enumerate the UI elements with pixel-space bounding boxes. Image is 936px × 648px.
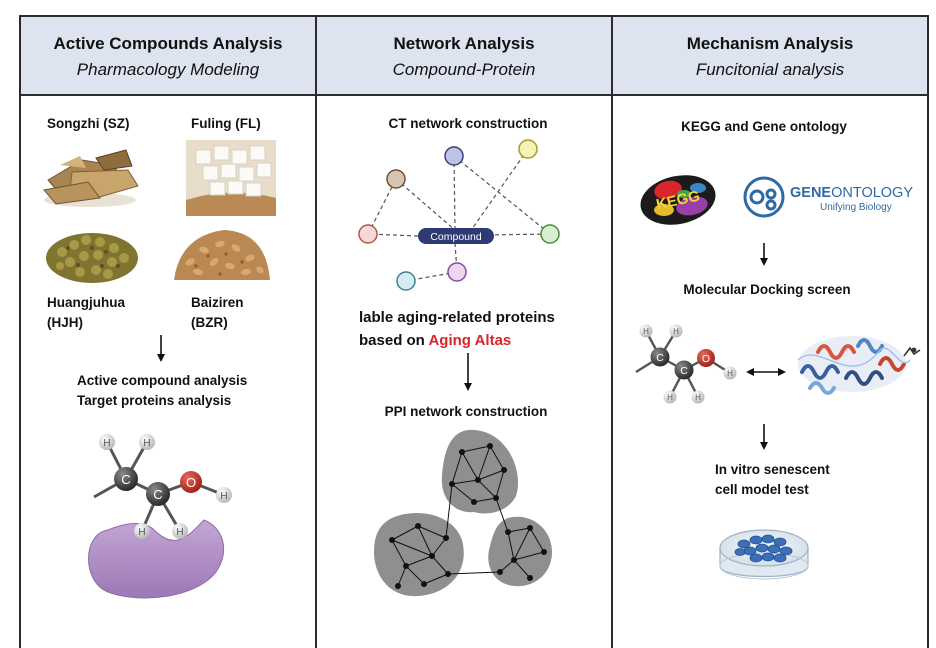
- compound-pill: [418, 228, 494, 244]
- atom-h-6: H: [643, 327, 649, 336]
- atom-h-1: H: [103, 438, 110, 449]
- protein-node-yellow: [518, 139, 538, 159]
- go-logo-text-rest: ONTOLOGY: [831, 185, 913, 201]
- atom-o-1: O: [186, 475, 196, 490]
- protein-node-cyan: [396, 271, 416, 291]
- atom-c-4: C: [680, 365, 688, 377]
- protein-node-pink: [358, 224, 378, 244]
- atom-h-3: H: [138, 527, 145, 538]
- protein-node-brown: [386, 169, 406, 189]
- atom-h-2: H: [143, 438, 150, 449]
- header-band-3: [612, 16, 928, 95]
- atom-c-1: C: [121, 472, 130, 487]
- atom-h-4: H: [176, 527, 183, 538]
- double-arrow-icon: [746, 368, 786, 376]
- protein-node-green: [540, 224, 560, 244]
- atom-h-8: H: [667, 393, 673, 402]
- arrow-down-icon: [760, 424, 768, 450]
- invitro-line-2: cell model test: [715, 482, 809, 497]
- protein-structure: [797, 336, 921, 395]
- kegg-go-title: KEGG and Gene ontology: [681, 119, 847, 134]
- invitro-line-1: In vitro senescent: [715, 462, 830, 477]
- docking-title: Molecular Docking screen: [683, 282, 850, 297]
- ethanol-molecule-right: H H H H H C C O: [635, 324, 737, 404]
- arrow-down-icon: [157, 335, 165, 362]
- herb-label-hjh-1: Huangjuhua: [47, 295, 125, 310]
- atom-h-9: H: [695, 393, 701, 402]
- fuling-image: [186, 140, 276, 216]
- panel-2-title: Network Analysis: [393, 34, 534, 53]
- protein-node-violet: [447, 262, 467, 282]
- herb-label-sz: Songzhi (SZ): [47, 116, 129, 131]
- aging-atlas-highlight: Aging Altas: [428, 332, 511, 349]
- go-logo-text-bold: GENE: [790, 185, 831, 201]
- ct-network-title: CT network construction: [388, 116, 547, 131]
- aging-line-2-prefix: based on: [359, 332, 428, 349]
- herb-label-bzr-1: Baiziren: [191, 295, 244, 310]
- huangjuhua-image: [46, 233, 138, 283]
- aging-line-1: lable aging-related proteins: [359, 309, 555, 326]
- herb-label-hjh-2: (HJH): [47, 315, 83, 330]
- go-tagline: Unifying Biology: [820, 202, 892, 213]
- header-band-2: [316, 16, 612, 95]
- atom-h-10: H: [727, 369, 733, 378]
- petri-dish-icon: [719, 529, 809, 580]
- header-band-1: [20, 16, 316, 95]
- atom-o-2: O: [702, 353, 710, 365]
- enzyme-shape: [88, 519, 225, 599]
- panel-1-title: Active Compounds Analysis: [54, 34, 283, 53]
- panel-1-subtitle: Pharmacology Modeling: [77, 60, 260, 79]
- songzhi-image: [43, 149, 139, 207]
- step-target-proteins: Target proteins analysis: [77, 393, 231, 408]
- atom-h-5: H: [220, 491, 227, 502]
- panel-3-subtitle: Funcitonial analysis: [696, 60, 845, 79]
- atom-h-7: H: [673, 327, 679, 336]
- ethanol-molecule-left: H H H H H C C O: [93, 434, 232, 539]
- baiziren-image: [174, 230, 270, 280]
- panel-3-title: Mechanism Analysis: [687, 34, 854, 53]
- kegg-logo: KEGG: [640, 175, 716, 225]
- arrow-down-icon: [464, 353, 472, 391]
- compound-label: Compound: [430, 231, 482, 243]
- step-active-compound: Active compound analysis: [77, 373, 247, 388]
- atom-c-2: C: [153, 487, 162, 502]
- gene-ontology-logo: GENEONTOLOGY Unifying Biology: [743, 176, 913, 218]
- go-logo-text: GENEONTOLOGY: [790, 185, 913, 201]
- ppi-network-graph: [374, 429, 552, 597]
- aging-line-2: based on Aging Altas: [359, 332, 511, 349]
- atom-c-3: C: [656, 352, 664, 364]
- ppi-network-title: PPI network construction: [385, 404, 548, 419]
- protein-node-blue: [444, 146, 464, 166]
- panel-frames: [19, 15, 929, 648]
- arrow-down-icon: [760, 243, 768, 266]
- herb-label-bzr-2: (BZR): [191, 315, 228, 330]
- herb-label-fl: Fuling (FL): [191, 116, 261, 131]
- ct-network-graph: Compound: [358, 139, 560, 291]
- panel-2-subtitle: Compound-Protein: [393, 60, 536, 79]
